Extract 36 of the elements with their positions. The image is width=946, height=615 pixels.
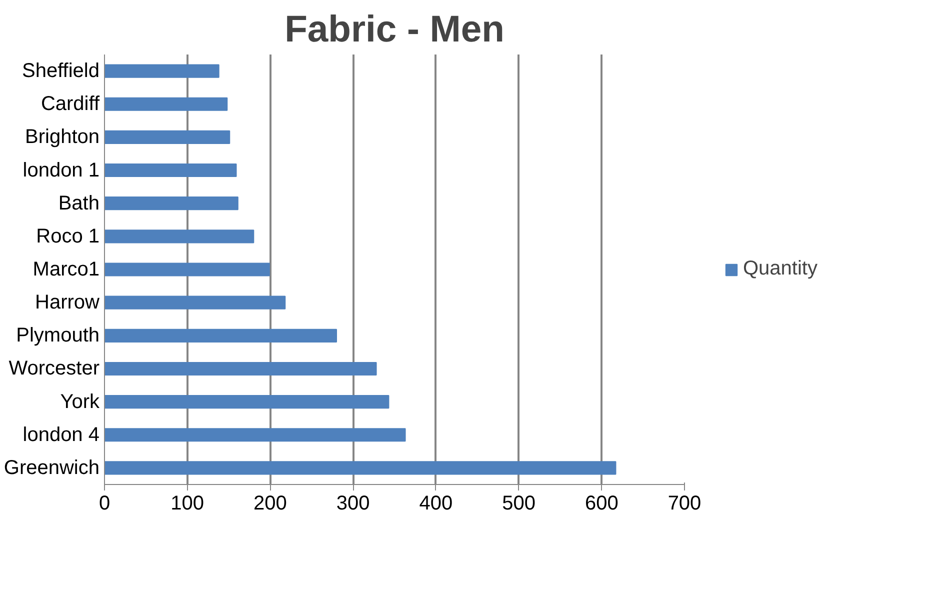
chart-title: Fabric - Men (284, 8, 504, 50)
bar (104, 163, 237, 178)
bar (104, 296, 286, 310)
bar (104, 97, 228, 111)
y-tick-label: Marco1 (32, 258, 100, 280)
y-tick-label: Sheffield (22, 60, 100, 82)
x-tick-label: 500 (502, 492, 536, 514)
y-tick-label: london 4 (22, 424, 100, 446)
y-tick-label: York (60, 390, 100, 413)
x-tick-label: 400 (419, 492, 453, 514)
y-tick-label: Harrow (35, 292, 100, 314)
bar (104, 64, 220, 78)
x-tick-label: 300 (336, 492, 370, 514)
y-tick-label: Cardiff (40, 93, 100, 116)
y-tick-label: Roco 1 (36, 225, 100, 248)
y-tick-label: Plymouth (16, 324, 100, 347)
y-tick-label: london 1 (22, 159, 100, 182)
bar (104, 196, 238, 210)
bar (104, 230, 254, 244)
bar (104, 328, 337, 342)
legend-label: Quantity (743, 258, 818, 280)
x-tick-label: 700 (668, 492, 702, 514)
x-tick-label: 100 (170, 492, 204, 514)
x-tick-label: 600 (584, 492, 618, 514)
bar (104, 130, 230, 144)
bar (104, 461, 616, 475)
bar (104, 428, 406, 442)
bar (104, 262, 270, 276)
x-tick-label: 0 (98, 492, 110, 514)
y-tick-label: Bath (58, 192, 100, 214)
bar (104, 362, 377, 376)
y-tick-label: Brighton (25, 126, 100, 148)
x-tick-label: 200 (254, 492, 287, 514)
y-tick-label: Worcester (8, 358, 100, 380)
y-tick-label: Greenwich (4, 456, 100, 479)
bar (104, 395, 390, 409)
